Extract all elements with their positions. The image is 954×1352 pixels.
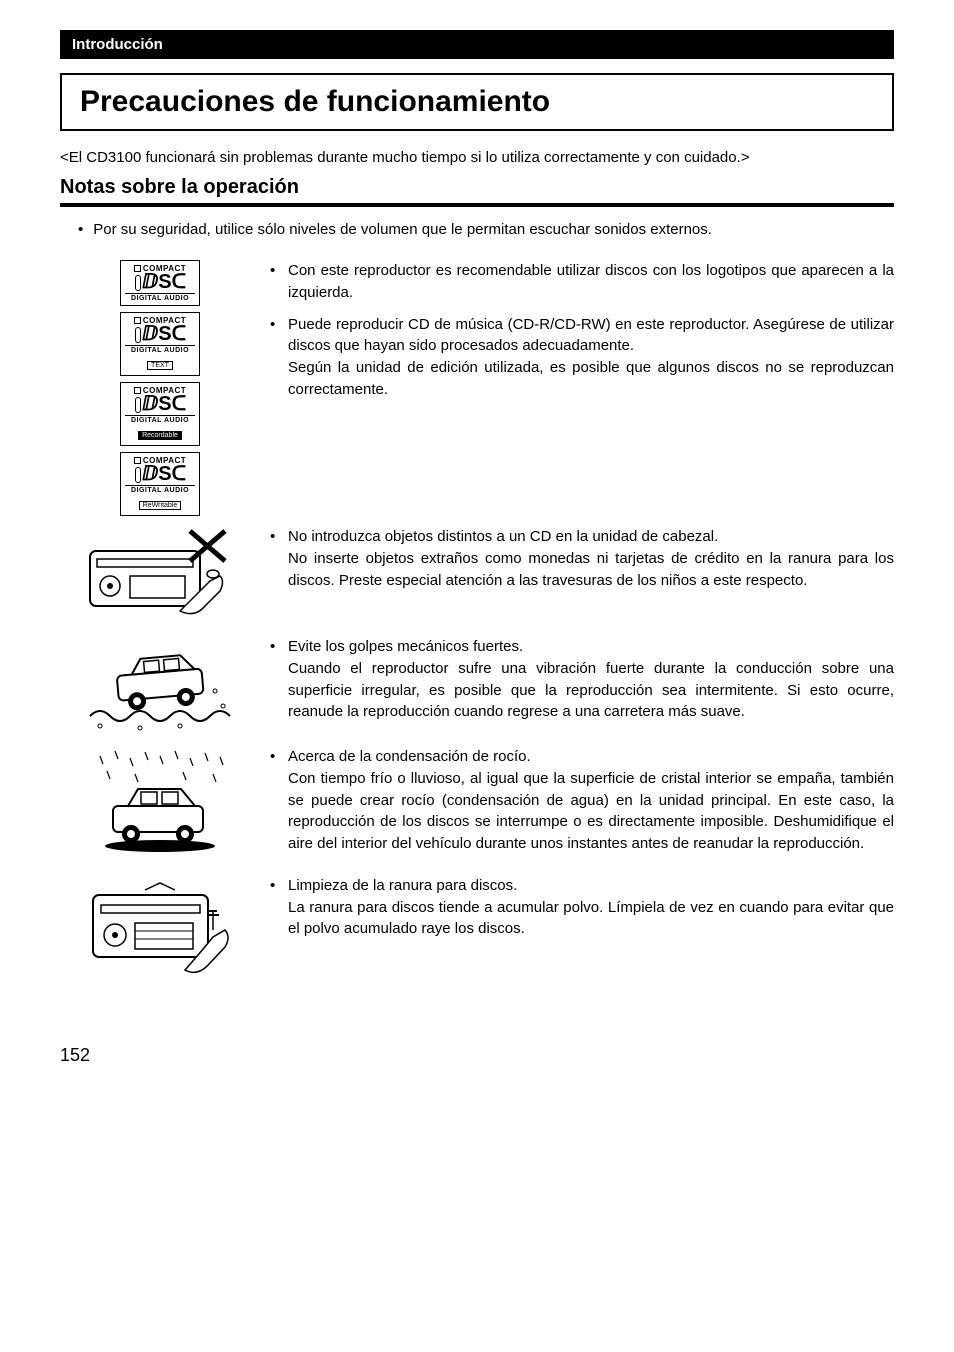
logo-variant-text: TEXT (147, 361, 173, 370)
illus-shocks-col (60, 636, 260, 736)
car-rain-icon (85, 746, 235, 856)
logo-variant-rewritable: ReWritable (139, 501, 182, 510)
page-number: 152 (60, 1045, 894, 1066)
disc-info-text: Con este reproductor es recomendable uti… (260, 260, 894, 516)
no-objects-icon (85, 526, 235, 626)
condensation-bullet: Acerca de la condensación de rocío. Con … (270, 746, 894, 855)
row-cleaning: Limpieza de la ranura para discos. La ra… (60, 875, 894, 985)
cleaning-bullet: Limpieza de la ranura para discos. La ra… (270, 875, 894, 940)
cd-logo-rewritable: COMPACT ⅅSᑕ DIGITAL AUDIO ReWritable (120, 452, 200, 516)
shocks-bullet: Evite los golpes mecánicos fuertes. Cuan… (270, 636, 894, 723)
condensation-text: Acerca de la condensación de rocío. Con … (260, 746, 894, 865)
cd-logo-recordable: COMPACT ⅅSᑕ DIGITAL AUDIO Recordable (120, 382, 200, 446)
logo-column: COMPACT ⅅSᑕ DIGITAL AUDIO COMPACT ⅅSᑕ DI… (60, 260, 260, 516)
chapter-label: Introducción (72, 36, 163, 53)
no-objects-text: No introduzca objetos distintos a un CD … (260, 526, 894, 626)
shocks-text: Evite los golpes mecánicos fuertes. Cuan… (260, 636, 894, 736)
illus-cleaning-col (60, 875, 260, 985)
clean-slot-icon (85, 875, 235, 985)
car-bumpy-icon (85, 636, 235, 736)
row-condensation: Acerca de la condensación de rocío. Con … (60, 746, 894, 865)
page-title-box: Precauciones de funcionamiento (60, 73, 894, 131)
safety-bullet: Por su seguridad, utilice sólo niveles d… (78, 221, 894, 238)
logo-variant-recordable: Recordable (138, 431, 182, 440)
illus-no-objects-col (60, 526, 260, 626)
intro-paragraph: <El CD3100 funcionará sin problemas dura… (60, 147, 894, 168)
cleaning-text: Limpieza de la ranura para discos. La ra… (260, 875, 894, 985)
section-rule (60, 203, 894, 207)
chapter-header: Introducción (60, 30, 894, 59)
cd-logo-text: COMPACT ⅅSᑕ DIGITAL AUDIO TEXT (120, 312, 200, 376)
cdr-bullet: Puede reproducir CD de música (CD-R/CD-R… (270, 314, 894, 401)
section-heading: Notas sobre la operación (60, 176, 894, 199)
row-disc-logos: COMPACT ⅅSᑕ DIGITAL AUDIO COMPACT ⅅSᑕ DI… (60, 260, 894, 516)
cd-logo-digital-audio: COMPACT ⅅSᑕ DIGITAL AUDIO (120, 260, 200, 306)
page-title: Precauciones de funcionamiento (80, 85, 874, 119)
row-shocks: Evite los golpes mecánicos fuertes. Cuan… (60, 636, 894, 736)
illus-condensation-col (60, 746, 260, 865)
no-objects-bullet: No introduzca objetos distintos a un CD … (270, 526, 894, 591)
disc-recommend-bullet: Con este reproductor es recomendable uti… (270, 260, 894, 304)
digital-audio-text: DIGITAL AUDIO (125, 293, 195, 302)
row-no-objects: No introduzca objetos distintos a un CD … (60, 526, 894, 626)
